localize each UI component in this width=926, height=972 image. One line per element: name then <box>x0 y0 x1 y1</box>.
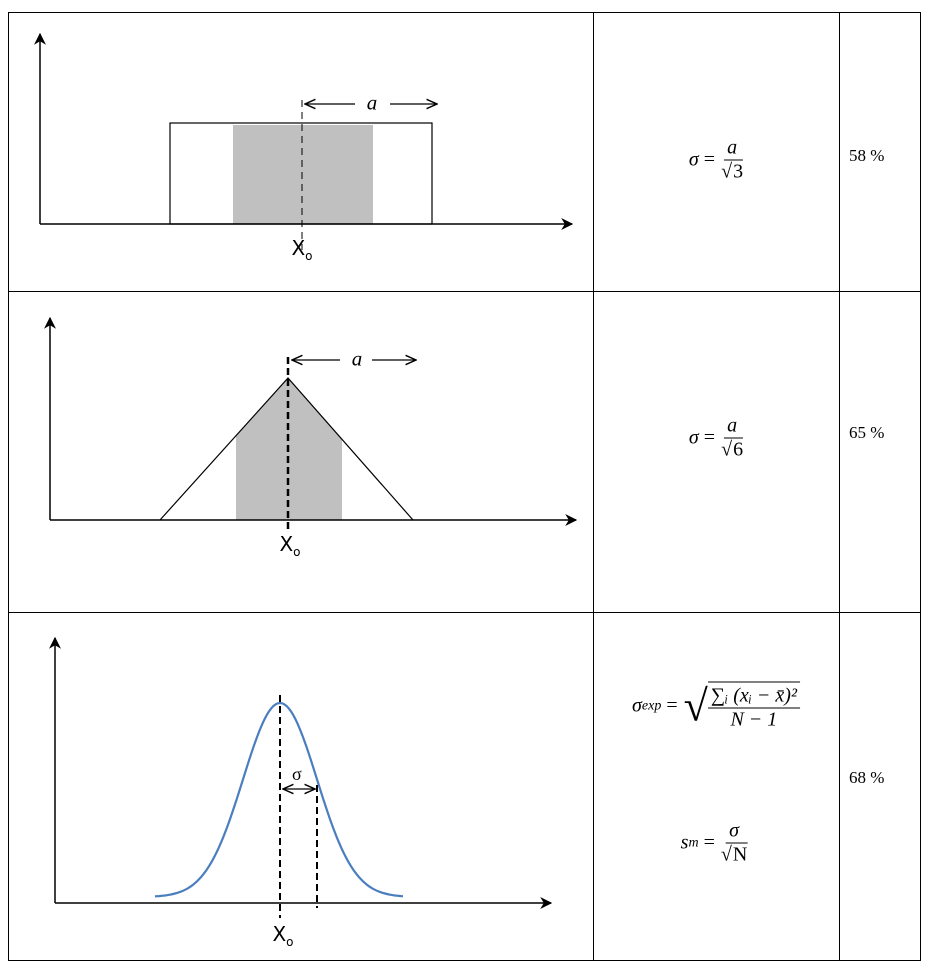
coverage-rect: 58 % <box>849 146 885 165</box>
fraction: ∑ᵢ (xᵢ − x̄)² N − 1 <box>707 681 800 731</box>
gaussian-curve <box>154 702 404 898</box>
coverage-normal: 68 % <box>849 768 885 787</box>
triangle-outline <box>159 377 414 521</box>
root: √ <box>683 681 708 731</box>
rectangular-distribution-diagram <box>34 32 574 250</box>
eq: = <box>703 831 715 854</box>
x-label: X <box>279 532 294 556</box>
x-label: X <box>291 236 306 260</box>
fraction: a √3 <box>721 137 744 184</box>
eq: = <box>703 148 716 171</box>
x0-label: Xo <box>279 532 300 559</box>
root: √ <box>720 843 732 866</box>
denominator: √3 <box>721 159 744 184</box>
x-sub: o <box>305 249 313 263</box>
radicand: 3 <box>732 159 744 183</box>
numerator: σ <box>726 820 743 844</box>
half-width-label: a <box>366 90 378 115</box>
numerator: a <box>724 415 741 439</box>
triangular-distribution-diagram <box>44 316 578 530</box>
coverage-tri: 65 % <box>849 423 885 442</box>
lhs: σ <box>688 426 699 449</box>
lhs: σ <box>688 148 699 171</box>
x0-label: Xo <box>272 922 293 949</box>
denominator: N − 1 <box>730 708 778 730</box>
eq: = <box>703 426 716 449</box>
root: √ <box>721 438 733 461</box>
x-sub: o <box>293 545 301 559</box>
cell-coverage-normal <box>839 612 921 961</box>
sigma-label: σ <box>292 764 302 784</box>
fraction: a √6 <box>721 415 744 462</box>
eq: = <box>666 694 678 717</box>
radicand: N <box>731 842 748 866</box>
denominator: √6 <box>721 437 744 462</box>
denominator: √N <box>720 842 748 867</box>
x-sub: o <box>286 935 294 949</box>
x-label: X <box>272 922 287 946</box>
lhs: s <box>680 831 689 854</box>
lhs: σ <box>632 694 642 717</box>
shaded-region <box>233 125 373 224</box>
normal-distribution-diagram <box>49 636 553 918</box>
formula-rect: σ = a √3 <box>688 137 744 184</box>
fraction: σ √N <box>720 820 748 867</box>
x0-label: Xo <box>291 236 312 263</box>
lhs-sub: exp <box>641 698 662 713</box>
half-width-label: a <box>351 346 363 371</box>
lhs-sub: m <box>688 835 699 850</box>
radicand: 6 <box>732 437 744 461</box>
formula-sigma-exp: σ exp = √ ∑ᵢ (xᵢ − x̄)² N − 1 <box>632 681 800 732</box>
formula-tri: σ = a √6 <box>688 415 744 462</box>
numerator: a <box>724 137 741 161</box>
root: √ <box>721 160 733 183</box>
numerator: ∑ᵢ (xᵢ − x̄)² <box>707 684 800 708</box>
